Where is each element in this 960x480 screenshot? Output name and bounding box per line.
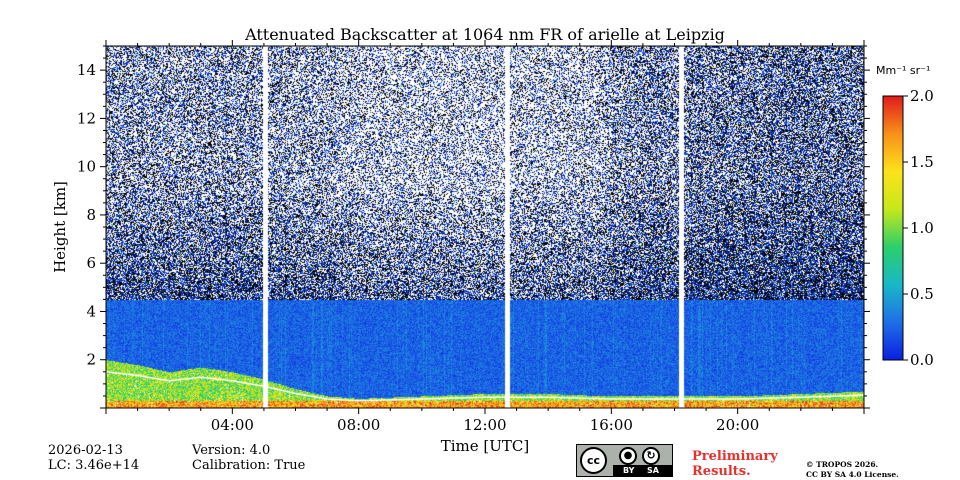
footer-date-lc: 2026-02-13 LC: 3.46e+14: [48, 443, 139, 473]
footer-date: 2026-02-13: [48, 443, 123, 458]
y-tick-label: 8: [86, 206, 96, 224]
y-axis: 2 4 6 8 10 12 14: [77, 45, 870, 409]
by-person-icon: ●: [619, 447, 637, 465]
footer-lc: LC: 3.46e+14: [48, 458, 140, 473]
colorbar-unit: Mm⁻¹ sr⁻¹: [876, 64, 931, 77]
colorbar-tick-label: 1.0: [910, 219, 934, 237]
x-tick-label: 08:00: [337, 416, 380, 434]
x-tick-label: 12:00: [463, 416, 506, 434]
sa-share-icon: ↻: [642, 447, 660, 465]
footer-calibration: Calibration: True: [192, 458, 306, 473]
footer-version: Version: 4.0: [192, 443, 271, 458]
y-tick-label: 10: [77, 158, 96, 176]
colorbar-axis: 0.0 0.5 1.0 1.5 2.0: [903, 87, 934, 369]
cc-sa-label: SA: [647, 466, 659, 475]
cc-label-bar: BY SA: [613, 465, 672, 476]
plot-frame: [105, 45, 865, 409]
y-tick-label: 14: [77, 61, 96, 79]
y-tick-label: 4: [86, 302, 96, 320]
y-tick-label: 6: [86, 254, 96, 272]
x-axis-label: Time [UTC]: [440, 437, 530, 455]
colorbar: [882, 95, 904, 361]
backscatter-plot: [106, 46, 864, 408]
backscatter-heatmap: [106, 46, 864, 408]
x-tick-label: 04:00: [211, 416, 254, 434]
copyright-line-1: © TROPOS 2026.: [806, 460, 879, 469]
colorbar-tick-label: 2.0: [910, 87, 934, 105]
y-tick-label: 12: [77, 109, 96, 127]
y-tick-label: 2: [86, 351, 96, 369]
colorbar-tick-label: 0.5: [910, 285, 934, 303]
colorbar-tick-label: 1.5: [910, 153, 934, 171]
preliminary-notice: Preliminary Results.: [692, 449, 778, 479]
x-tick-label: 16:00: [590, 416, 633, 434]
copyright-notice: © TROPOS 2026. CC BY SA 4.0 License.: [806, 460, 899, 480]
preliminary-line-2: Results.: [692, 464, 751, 479]
cc-icon-symbol: cc: [586, 454, 601, 467]
colorbar-tick-label: 0.0: [910, 351, 934, 369]
y-axis-label: Height [km]: [51, 181, 69, 273]
cc-license-badge: cc ● ↻ BY SA: [576, 444, 673, 477]
cc-icon: cc: [580, 447, 607, 474]
chart-title: Attenuated Backscatter at 1064 nm FR of …: [245, 25, 725, 44]
cc-by-label: BY: [623, 466, 635, 475]
preliminary-line-1: Preliminary: [692, 449, 778, 464]
x-tick-label: 20:00: [716, 416, 759, 434]
copyright-line-2: CC BY SA 4.0 License.: [806, 470, 899, 479]
x-axis: 04:00 08:00 12:00 16:00 20:00: [105, 40, 865, 434]
footer-version-calibration: Version: 4.0 Calibration: True: [192, 443, 305, 473]
